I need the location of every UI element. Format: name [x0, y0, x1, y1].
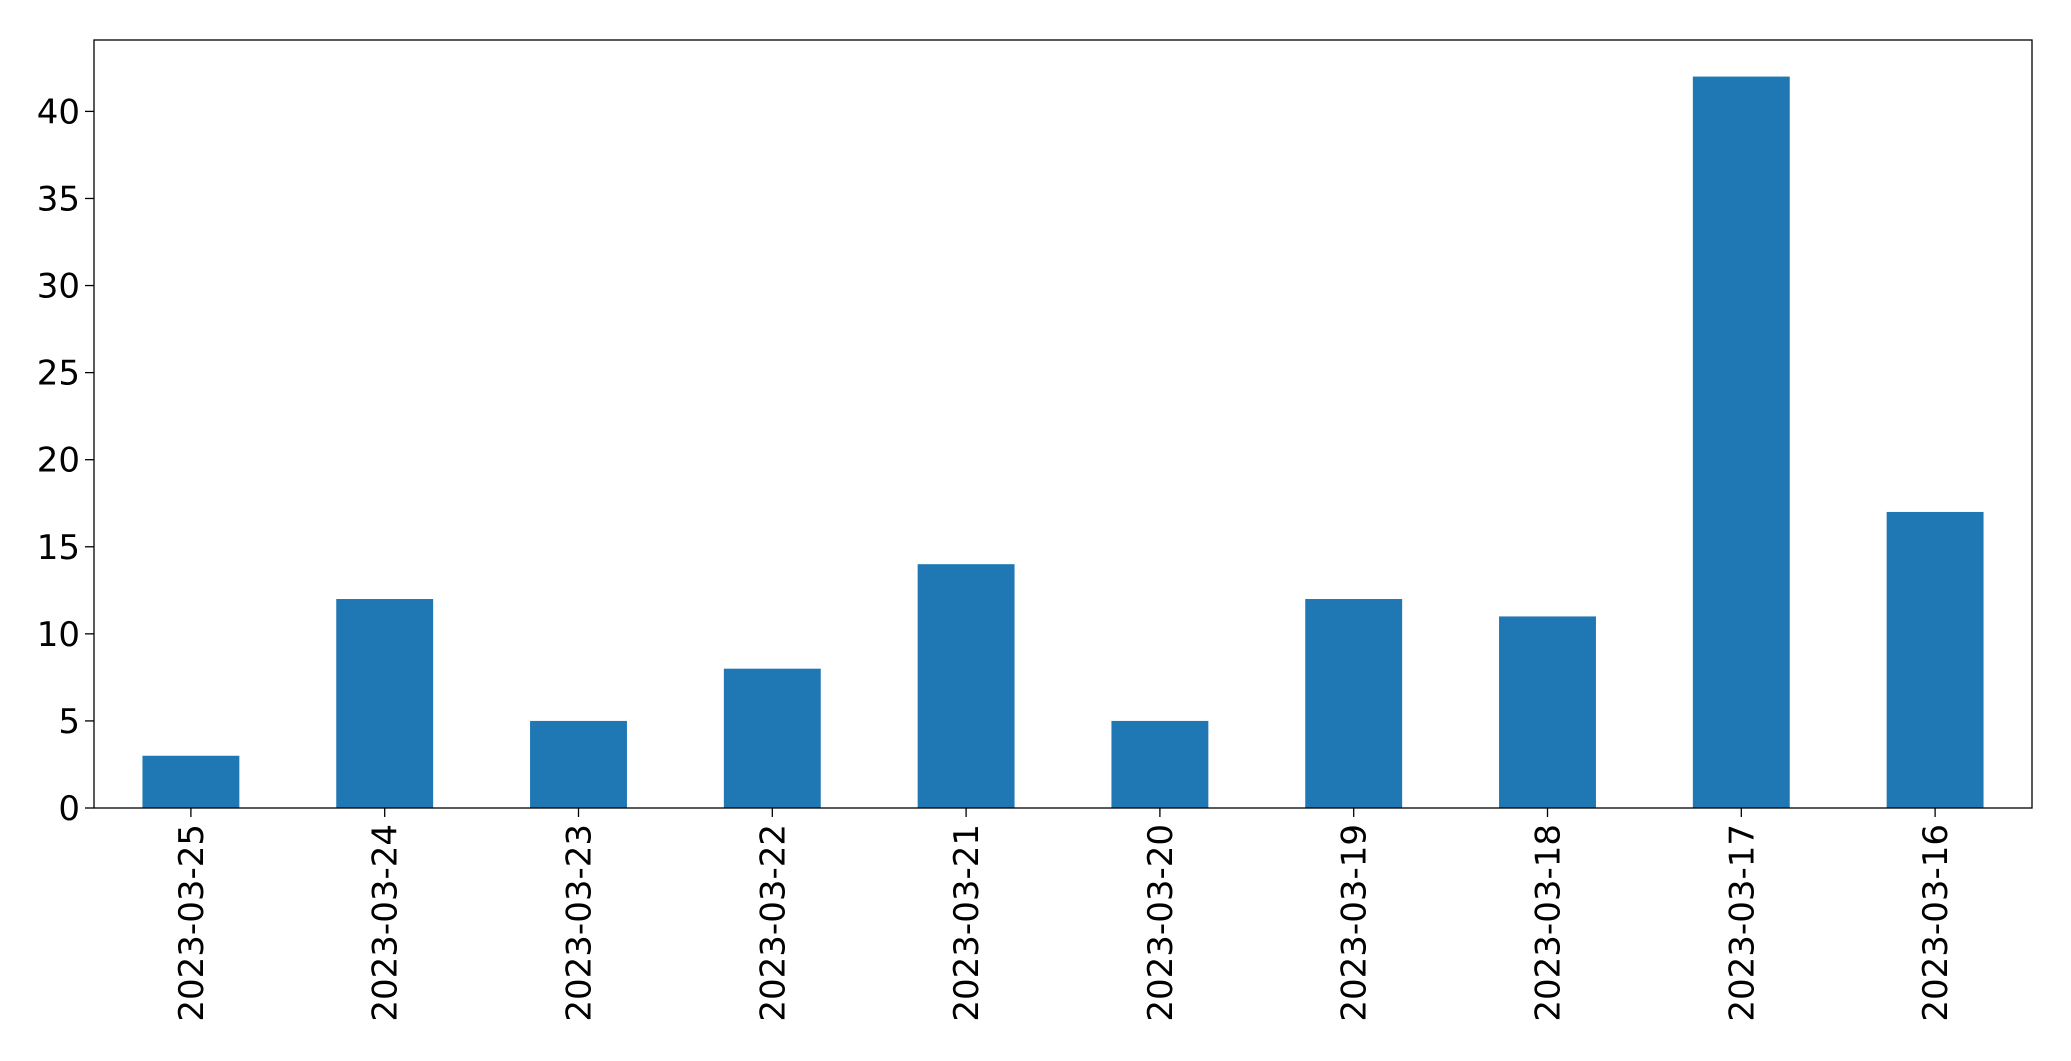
x-tick-label: 2023-03-20 — [1141, 824, 1181, 1022]
x-tick-label: 2023-03-16 — [1916, 824, 1956, 1022]
x-tick-label: 2023-03-21 — [947, 824, 987, 1022]
x-tick-label: 2023-03-17 — [1722, 824, 1762, 1022]
x-tick-label: 2023-03-23 — [560, 824, 600, 1022]
x-tick-label: 2023-03-18 — [1529, 824, 1569, 1022]
x-tick-label: 2023-03-25 — [172, 824, 212, 1022]
bar — [336, 599, 434, 808]
bar — [1499, 616, 1596, 808]
y-tick-label: 25 — [37, 354, 80, 394]
y-tick-label: 10 — [37, 615, 80, 655]
bar — [1692, 76, 1790, 809]
bar — [142, 755, 240, 808]
y-tick-label: 5 — [58, 702, 80, 742]
y-tick-label: 35 — [37, 179, 80, 219]
x-tick-label: 2023-03-22 — [753, 824, 793, 1022]
y-tick-label: 0 — [58, 789, 80, 829]
x-tick-label: 2023-03-19 — [1335, 824, 1375, 1022]
bar — [1886, 511, 1984, 808]
y-tick-label: 30 — [37, 267, 80, 307]
y-tick-label: 40 — [37, 92, 80, 132]
bar — [723, 668, 821, 808]
bar — [530, 720, 627, 808]
bar — [1111, 720, 1209, 808]
bar — [917, 564, 1015, 808]
y-tick-label: 15 — [37, 528, 80, 568]
plot-frame — [93, 39, 2033, 809]
y-tick-label: 20 — [37, 441, 80, 481]
bar — [1305, 599, 1403, 808]
x-tick-label: 2023-03-24 — [366, 824, 406, 1022]
